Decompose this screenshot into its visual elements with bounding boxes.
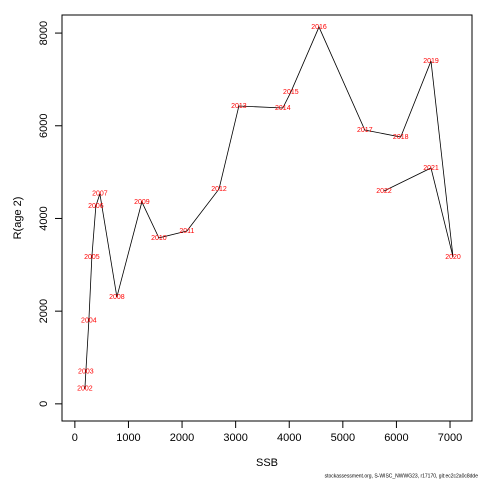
point-label: 2017 [357, 127, 373, 134]
point-label: 2007 [92, 191, 108, 198]
footnote: stockassessment.org, S-WISC_NWWG23, r171… [325, 473, 479, 479]
point-label: 2019 [423, 58, 439, 65]
point-label: 2006 [88, 203, 104, 210]
point-label: 2020 [445, 254, 461, 261]
point-label: 2022 [376, 188, 392, 195]
point-label: 2013 [231, 103, 247, 110]
y-tick-label: 6000 [38, 114, 50, 138]
point-label: 2016 [311, 24, 327, 31]
x-tick-label: 6000 [384, 432, 408, 444]
point-label: 2018 [393, 134, 409, 141]
point-label: 2002 [77, 386, 93, 393]
y-tick-label: 2000 [38, 299, 50, 323]
point-label: 2009 [134, 199, 150, 206]
point-label: 2012 [211, 186, 227, 193]
point-label: 2014 [275, 105, 291, 112]
point-label: 2005 [84, 254, 100, 261]
point-label: 2015 [283, 89, 299, 96]
x-tick-label: 2000 [170, 432, 194, 444]
x-axis-label: SSB [256, 457, 278, 469]
x-tick-label: 1000 [116, 432, 140, 444]
x-tick-label: 5000 [331, 432, 355, 444]
point-label: 2008 [109, 294, 125, 301]
plot-frame [61, 14, 473, 422]
point-label: 2010 [151, 235, 167, 242]
y-tick-label: 0 [38, 401, 50, 407]
x-tick-label: 4000 [277, 432, 301, 444]
point-label: 2011 [179, 228, 194, 235]
x-tick-label: 3000 [223, 432, 247, 444]
x-tick-label: 0 [72, 432, 78, 444]
y-axis-label: R(age 2) [12, 197, 24, 240]
x-tick-label: 7000 [438, 432, 462, 444]
point-label: 2004 [81, 318, 97, 325]
y-tick-label: 4000 [38, 206, 50, 230]
data-line [84, 26, 454, 389]
point-label: 2003 [78, 369, 94, 376]
y-tick-label: 8000 [38, 21, 50, 45]
point-label: 2021 [423, 165, 439, 172]
